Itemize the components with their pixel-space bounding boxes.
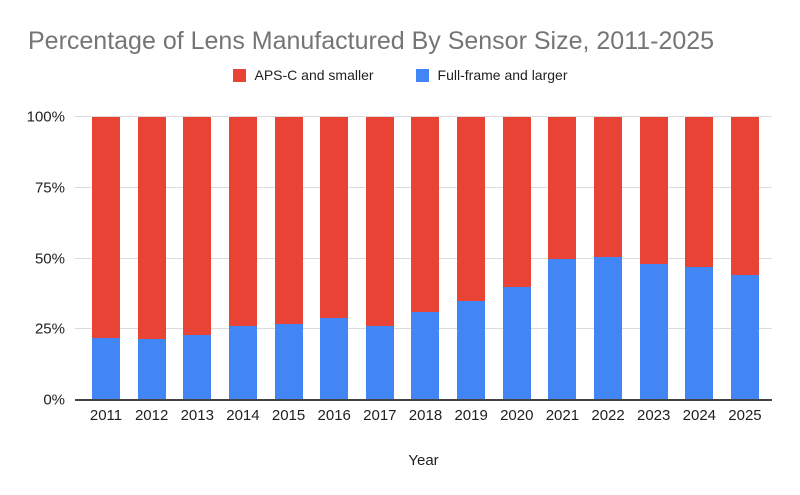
x-tick-label-text-2011: 2011 — [89, 407, 123, 424]
bar-2017-segment-aps-c-and-smaller — [365, 117, 394, 327]
bar-2016 — [320, 117, 349, 400]
x-tick-label-2025: 2025 — [728, 407, 762, 424]
bar-2015 — [274, 117, 303, 400]
bar-2011-segment-aps-c-and-smaller — [92, 117, 120, 338]
x-axis-line — [75, 399, 772, 401]
x-tick-label-2013: 2013 — [180, 407, 214, 424]
bar-2015-segment-aps-c-and-smaller — [274, 117, 303, 324]
x-tick-label-text-2023: 2023 — [637, 407, 671, 424]
bar-2025-segment-aps-c-and-smaller — [730, 117, 759, 276]
bar-2025-segment-full-frame-and-larger — [730, 275, 759, 400]
x-tick-label-text-2018: 2018 — [408, 407, 443, 424]
bar-2022 — [594, 117, 623, 400]
bar-2016-segment-full-frame-and-larger — [320, 317, 349, 400]
bar-2014-segment-full-frame-and-larger — [228, 326, 257, 400]
x-axis-labels: 2011 2012 2013 2014 2015 2016 2017 2018 2019 2020… — [75, 407, 772, 424]
x-tick-label-2024: 2024 — [682, 407, 717, 424]
bar-2011-segment-full-frame-and-larger — [92, 337, 120, 400]
legend-label-fullframe: Full-frame and larger — [437, 67, 568, 83]
bar-2020-segment-full-frame-and-larger — [502, 286, 531, 400]
bar-2013-segment-full-frame-and-larger — [183, 334, 212, 400]
bar-2020 — [502, 117, 531, 400]
bar-2013-segment-aps-c-and-smaller — [183, 117, 212, 335]
x-tick-label-2022: 2022 — [591, 407, 625, 424]
legend-item-apsc: APS-C and smaller — [232, 67, 374, 83]
x-tick-label-2014: 2014 — [226, 407, 260, 424]
bar-2019 — [457, 117, 486, 400]
bar-2024-segment-full-frame-and-larger — [685, 267, 714, 400]
x-tick-label-text-2017: 2017 — [363, 407, 397, 424]
bar-2012-segment-full-frame-and-larger — [137, 339, 166, 400]
y-tick-label-0: 0% — [43, 391, 65, 409]
x-tick-label-2019: 2019 — [454, 407, 488, 424]
legend-swatch-fullframe-icon — [415, 68, 429, 82]
bar-2016-segment-aps-c-and-smaller — [320, 117, 349, 318]
x-tick-label-text-2015: 2015 — [271, 407, 306, 424]
bar-2018-segment-full-frame-and-larger — [411, 312, 440, 400]
bar-2019-segment-full-frame-and-larger — [457, 300, 486, 400]
bar-2023-segment-full-frame-and-larger — [639, 264, 668, 400]
x-tick-label-text-2025: 2025 — [728, 407, 762, 424]
bar-2015-segment-full-frame-and-larger — [274, 323, 303, 400]
bar-2012 — [137, 117, 166, 400]
bar-2012-segment-aps-c-and-smaller — [137, 117, 166, 340]
y-tick-label-25: 25% — [34, 320, 65, 338]
x-tick-label-text-2021: 2021 — [545, 407, 580, 424]
bar-2020-segment-aps-c-and-smaller — [502, 117, 531, 287]
plot-area: 0% 25% 50% 75% 100% 2011 2012 2013 2014 2015 2016… — [27, 109, 772, 469]
y-tick-label-75: 75% — [34, 179, 65, 197]
x-tick-label-2012: 2012 — [134, 407, 169, 424]
bar-2014 — [228, 117, 257, 400]
x-tick-label-text-2013: 2013 — [180, 407, 214, 424]
bar-2024 — [685, 117, 714, 400]
x-tick-label-text-2022: 2022 — [591, 407, 625, 424]
legend-label-apsc: APS-C and smaller — [254, 67, 374, 83]
bar-2021-segment-full-frame-and-larger — [548, 258, 577, 400]
bar-2022-segment-full-frame-and-larger — [594, 257, 623, 400]
x-tick-label-text-2014: 2014 — [226, 407, 260, 424]
bar-2013 — [183, 117, 212, 400]
x-tick-label-text-2020: 2020 — [500, 407, 534, 424]
gridline-100 — [75, 116, 772, 117]
bar-2021-segment-aps-c-and-smaller — [548, 117, 577, 259]
bar-2025 — [730, 117, 759, 400]
x-tick-label-2020: 2020 — [500, 407, 534, 424]
legend-swatch-apsc-icon — [232, 68, 246, 82]
bar-2017 — [365, 117, 394, 400]
bar-2011 — [92, 117, 120, 400]
bar-2018 — [411, 117, 440, 400]
x-tick-label-2017: 2017 — [363, 407, 397, 424]
x-tick-label-2016: 2016 — [317, 407, 351, 424]
x-tick-label-2015: 2015 — [271, 407, 306, 424]
bar-2018-segment-aps-c-and-smaller — [411, 117, 440, 313]
x-tick-label-text-2016: 2016 — [317, 407, 351, 424]
bar-2024-segment-aps-c-and-smaller — [685, 117, 714, 267]
x-tick-label-text-2024: 2024 — [682, 407, 717, 424]
x-tick-label-text-2012: 2012 — [134, 407, 169, 424]
bar-series — [75, 117, 772, 400]
bar-2023-segment-aps-c-and-smaller — [639, 117, 668, 265]
chart-title: Percentage of Lens Manufactured By Senso… — [28, 27, 715, 55]
x-tick-label-2023: 2023 — [637, 407, 671, 424]
y-tick-label-50: 50% — [34, 250, 65, 267]
legend: APS-C and smaller Full-frame and larger — [0, 67, 800, 83]
x-tick-label-2011: 2011 — [89, 407, 123, 424]
x-tick-label-2018: 2018 — [408, 407, 443, 424]
bar-2021 — [548, 117, 577, 400]
bar-2014-segment-aps-c-and-smaller — [228, 117, 257, 327]
bar-2022-segment-aps-c-and-smaller — [594, 117, 623, 258]
x-axis-title: Year — [408, 452, 439, 469]
x-tick-label-text-2019: 2019 — [454, 407, 488, 424]
x-tick-label-2021: 2021 — [545, 407, 580, 424]
bar-2023 — [639, 117, 668, 400]
bar-2017-segment-full-frame-and-larger — [365, 326, 394, 400]
bar-2019-segment-aps-c-and-smaller — [457, 117, 486, 301]
legend-item-fullframe: Full-frame and larger — [415, 67, 568, 83]
y-tick-label-100: 100% — [26, 108, 65, 126]
